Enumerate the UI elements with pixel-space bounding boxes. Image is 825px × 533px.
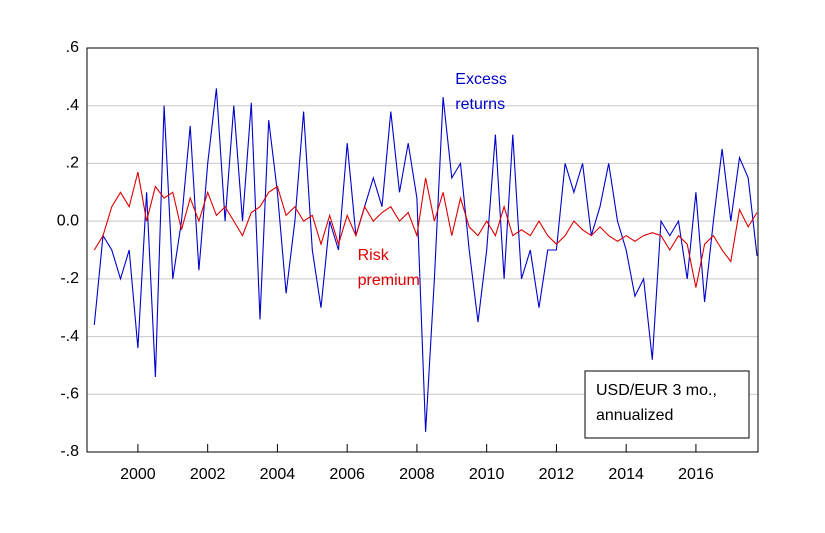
x-tick-label: 2008: [399, 466, 435, 483]
note-text: USD/EUR 3 mo.,: [596, 382, 717, 399]
y-tick-label: .2: [66, 155, 79, 172]
y-tick-label: -.4: [60, 328, 79, 345]
x-tick-label: 2006: [329, 466, 365, 483]
x-tick-label: 2014: [608, 466, 644, 483]
series-line: [93, 171, 758, 288]
annotation: premium: [358, 272, 420, 289]
y-tick-label: -.8: [60, 443, 79, 460]
note-text: annualized: [596, 407, 673, 424]
y-tick-label: 0.0: [57, 212, 79, 229]
series-line: [93, 88, 758, 432]
x-tick-label: 2016: [678, 466, 714, 483]
y-tick-label: -.2: [60, 270, 79, 287]
annotation: Risk: [358, 247, 390, 264]
y-tick-label: -.6: [60, 386, 79, 403]
x-tick-label: 2012: [539, 466, 575, 483]
annotation: returns: [455, 96, 505, 113]
x-tick-label: 2004: [260, 466, 296, 483]
annotation: Excess: [455, 71, 507, 88]
x-tick-label: 2000: [120, 466, 156, 483]
y-tick-label: .6: [66, 39, 79, 56]
note-box: [584, 370, 750, 439]
x-tick-label: 2002: [190, 466, 226, 483]
y-tick-label: .4: [66, 97, 79, 114]
x-tick-label: 2010: [469, 466, 505, 483]
plot-frame: [86, 47, 759, 453]
